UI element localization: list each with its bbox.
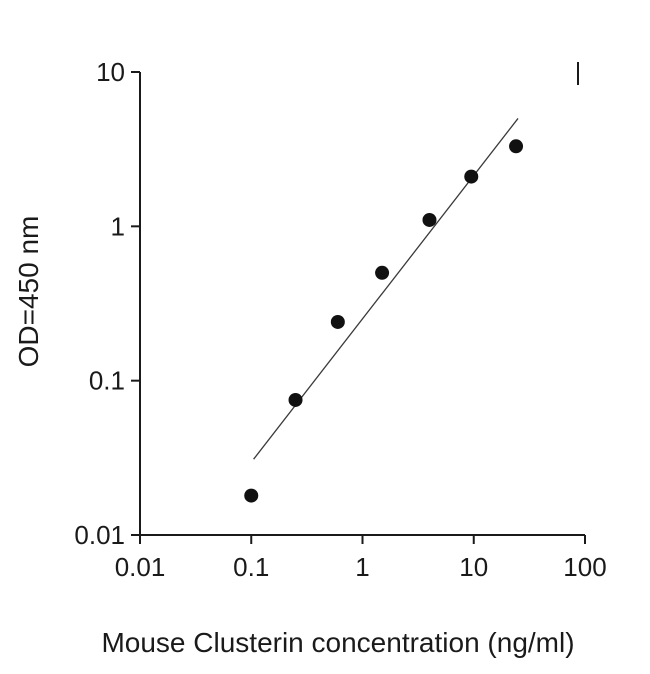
y-tick-label: 10 [96, 57, 125, 87]
x-axis-title: Mouse Clusterin concentration (ng/ml) [101, 627, 574, 658]
x-tick-label: 0.1 [233, 552, 269, 582]
y-axis-title: OD=450 nm [13, 216, 44, 368]
x-tick-label: 10 [459, 552, 488, 582]
data-point [464, 169, 479, 184]
data-point [330, 314, 345, 329]
x-tick-label: 0.01 [115, 552, 166, 582]
trend-line [253, 118, 519, 460]
data-point [375, 265, 390, 280]
y-tick-label: 1 [111, 211, 125, 241]
x-tick-label: 100 [563, 552, 606, 582]
data-point [244, 488, 259, 503]
x-tick-label: 1 [355, 552, 369, 582]
data-point [509, 139, 524, 154]
y-tick-label: 0.1 [89, 366, 125, 396]
y-tick-label: 0.01 [74, 520, 125, 550]
data-point [288, 392, 303, 407]
data-point [422, 212, 437, 227]
